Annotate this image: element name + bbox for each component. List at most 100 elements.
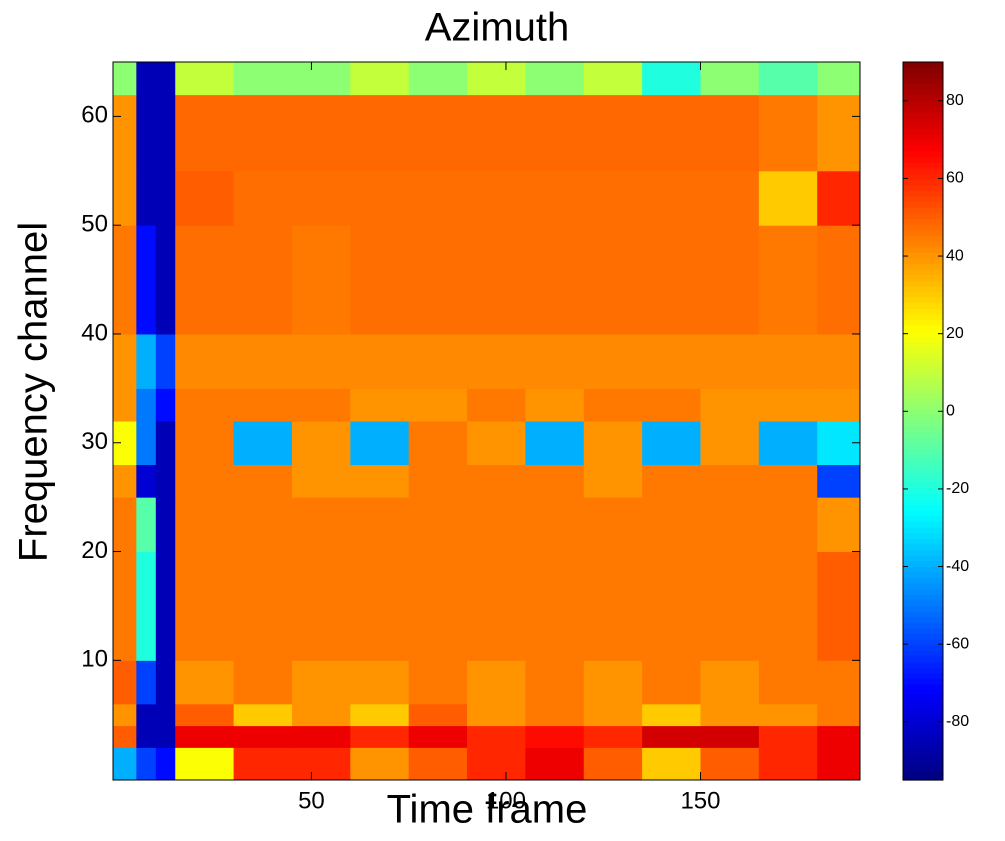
colorbar-swatch: [903, 286, 943, 293]
colorbar-swatch: [903, 695, 943, 703]
heat-cell: [817, 725, 861, 748]
colorbar-swatch: [903, 432, 943, 439]
heat-cell: [525, 170, 585, 226]
heat-cell: [525, 747, 585, 781]
colorbar-swatch: [903, 314, 943, 321]
heat-cell: [233, 464, 293, 498]
heat-cell: [136, 170, 157, 226]
y-axis-title: Frequency channel: [12, 222, 56, 562]
heat-cell: [408, 725, 468, 748]
colorbar-swatch: [903, 359, 943, 366]
colorbar-swatch: [903, 712, 943, 719]
colorbar-swatch: [903, 62, 943, 69]
colorbar-swatch: [903, 449, 943, 456]
colorbar-swatch: [903, 707, 943, 714]
colorbar-swatch: [903, 533, 943, 540]
heat-cell: [525, 464, 585, 498]
colorbar-swatch: [903, 606, 943, 613]
heat-cell: [408, 703, 468, 727]
heat-cell: [408, 225, 468, 335]
colorbar-swatch: [903, 325, 943, 332]
colorbar-swatch: [903, 617, 943, 624]
heat-cell: [155, 551, 176, 661]
heat-cell: [291, 388, 351, 422]
colorbar-swatch: [903, 493, 943, 501]
x-axis-title: Time frame: [387, 788, 588, 832]
colorbar-swatch: [903, 320, 943, 327]
heat-cell: [408, 421, 468, 466]
heat-cell: [408, 747, 468, 781]
heat-cell: [817, 94, 861, 172]
heat-cell: [583, 388, 643, 422]
heat-cell: [467, 225, 526, 335]
heat-cell: [350, 62, 410, 96]
colorbar-swatch: [903, 746, 943, 753]
heat-cell: [175, 747, 235, 781]
heat-cell: [583, 225, 643, 335]
heat-cell: [136, 747, 157, 781]
heat-cell: [700, 747, 760, 781]
heat-cell: [525, 388, 585, 422]
heat-cell: [817, 388, 861, 422]
colorbar-swatch: [903, 129, 943, 136]
colorbar-swatch: [903, 443, 943, 450]
colorbar-swatch: [903, 650, 943, 658]
heat-cell: [583, 660, 643, 705]
colorbar-tick-label: -60: [946, 635, 969, 652]
heat-cell: [817, 333, 861, 389]
colorbar-swatch: [903, 763, 943, 770]
heat-cell: [291, 725, 351, 748]
y-tick-label: 20: [81, 537, 108, 564]
colorbar-swatch: [903, 611, 943, 618]
colorbar-swatch: [903, 342, 943, 349]
colorbar-swatch: [903, 247, 943, 254]
heat-cell: [467, 94, 526, 172]
heat-cell: [113, 497, 137, 553]
heat-cell: [175, 62, 235, 96]
heat-cell: [350, 660, 410, 705]
colorbar-swatch: [903, 67, 943, 74]
colorbar-swatch: [903, 774, 943, 781]
colorbar-swatch: [903, 578, 943, 585]
heat-cell: [291, 660, 351, 705]
heat-cell: [467, 388, 526, 422]
heat-cell: [233, 497, 293, 553]
heat-cell: [583, 464, 643, 498]
heat-cell: [642, 94, 701, 172]
heat-cell: [408, 660, 468, 705]
heat-cell: [700, 62, 760, 96]
colorbar-swatch: [903, 157, 943, 164]
heat-cell: [113, 421, 137, 466]
heat-cell: [817, 747, 861, 781]
heat-cell: [583, 170, 643, 226]
heat-cell: [467, 333, 526, 389]
heat-cell: [113, 94, 137, 172]
heat-cell: [155, 464, 176, 498]
heat-cell: [233, 551, 293, 661]
heat-cell: [758, 421, 818, 466]
colorbar-swatch: [903, 550, 943, 557]
colorbar-swatch: [903, 600, 943, 607]
y-tick-label: 10: [81, 646, 108, 673]
colorbar-swatch: [903, 583, 943, 590]
heat-cell: [642, 225, 701, 335]
heat-cell: [758, 551, 818, 661]
colorbar-tick-label: 60: [946, 170, 964, 187]
heat-cell: [700, 660, 760, 705]
colorbar-swatch: [903, 465, 943, 473]
heat-cell: [525, 94, 585, 172]
colorbar-swatch: [903, 751, 943, 759]
colorbar-swatch: [903, 392, 943, 400]
heat-cell: [233, 170, 293, 226]
heat-cell: [113, 388, 137, 422]
colorbar-swatch: [903, 555, 943, 562]
colorbar-swatch: [903, 566, 943, 574]
colorbar-swatch: [903, 84, 943, 91]
colorbar-swatch: [903, 112, 943, 119]
colorbar-swatch: [903, 151, 943, 158]
heat-cell: [583, 497, 643, 553]
colorbar-tick-label: -40: [946, 558, 969, 575]
heat-cell: [136, 225, 157, 335]
colorbar-tick-label: 20: [946, 325, 964, 342]
colorbar-tick-label: 40: [946, 247, 964, 264]
